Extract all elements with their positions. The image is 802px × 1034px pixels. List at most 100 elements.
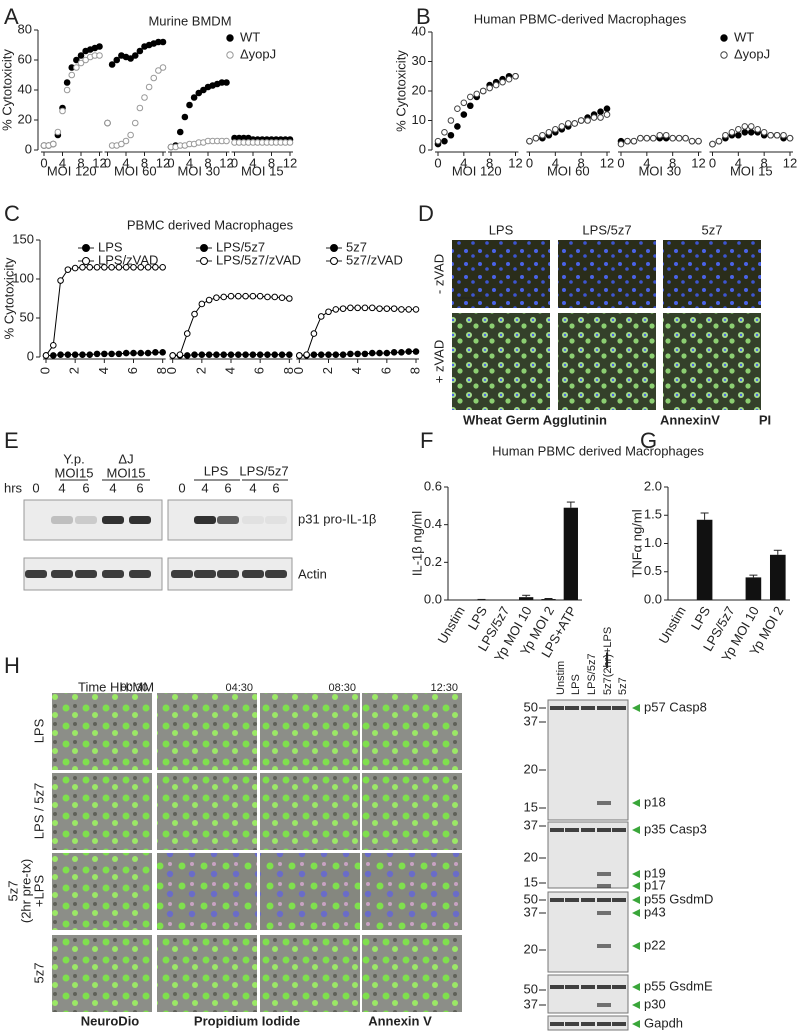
legend-label: LPS — [98, 239, 123, 254]
y-tick-label: 0.0 — [424, 591, 442, 606]
x-tick-label: 0 — [164, 367, 179, 374]
data-point — [77, 59, 85, 67]
micrograph — [157, 693, 257, 770]
x-tick-label: 0 — [434, 155, 441, 170]
data-point — [317, 351, 325, 358]
data-point — [454, 123, 461, 130]
legend-label: 5z7/zVAD — [346, 252, 403, 267]
data-point — [715, 137, 723, 145]
x-tick-label: 4 — [552, 155, 559, 170]
data-point — [571, 120, 579, 127]
stain-label: AnnexinV — [660, 412, 720, 427]
legend-label: ΔyopJ — [734, 46, 770, 61]
data-point — [603, 111, 611, 118]
band — [597, 828, 611, 832]
data-point — [499, 78, 506, 86]
mw-marker: 20 — [524, 941, 538, 956]
y-tick-label: 40 — [412, 23, 426, 38]
band — [242, 516, 264, 524]
band — [550, 706, 564, 710]
x-tick-label: 0 — [526, 155, 533, 170]
mw-marker: 50 — [524, 981, 538, 996]
data-point — [220, 351, 228, 358]
data-point — [176, 128, 184, 136]
lane-label: 5z7(2hr)+LPS — [602, 627, 614, 695]
x-tick-label: 8 — [268, 155, 275, 170]
x-tick-label: 2 — [67, 367, 82, 374]
band-label: p55 GsdmE — [644, 978, 713, 993]
x-tick-label: 2 — [193, 367, 208, 374]
data-point — [200, 86, 207, 94]
data-point — [82, 257, 90, 265]
x-tick-label: 12 — [92, 155, 106, 170]
x-tick-label: 12 — [691, 155, 705, 170]
x-tick-label: 0 — [167, 155, 174, 170]
micrograph — [452, 313, 550, 410]
band-arrow — [632, 882, 640, 890]
y-tick-label: 0 — [27, 348, 34, 363]
band — [51, 516, 73, 524]
band — [550, 1022, 564, 1026]
y-tick-label: 50 — [20, 309, 34, 324]
data-point — [223, 137, 230, 145]
x-tick-label: 4 — [249, 155, 256, 170]
data-point — [637, 134, 644, 142]
mw-marker: 15 — [524, 874, 538, 889]
x-tick-label: 4 — [222, 367, 237, 374]
x-tick-label: 8 — [486, 155, 493, 170]
data-point — [584, 117, 591, 124]
mw-marker: 50 — [524, 891, 538, 906]
data-point — [186, 101, 193, 109]
band — [581, 706, 595, 710]
blot — [547, 821, 629, 889]
band-arrow — [632, 909, 640, 917]
data-point — [486, 84, 493, 92]
data-point — [159, 349, 166, 356]
blot — [547, 891, 629, 973]
data-point — [213, 351, 220, 358]
data-point — [405, 348, 413, 355]
band-label: p31 pro-IL-1β — [298, 511, 376, 526]
time-label: 00:30 — [120, 682, 148, 694]
mw-marker: 37 — [524, 904, 538, 919]
x-tick-label: 8 — [669, 155, 676, 170]
data-point — [532, 134, 540, 142]
group-label: LPS — [204, 463, 229, 478]
band — [194, 570, 216, 578]
lane-label: Unstim — [555, 661, 567, 695]
x-tick-label: 0 — [231, 155, 238, 170]
data-point — [675, 134, 683, 142]
data-point — [77, 52, 85, 59]
x-tick-label: 12 — [508, 155, 522, 170]
data-point — [460, 99, 468, 107]
panel-letter: E — [4, 428, 19, 453]
x-tick-label: 12 — [219, 155, 233, 170]
lane-label: 0 — [178, 480, 185, 495]
band — [565, 706, 579, 710]
data-point — [145, 83, 153, 91]
band-label: p19 — [644, 865, 666, 880]
micrograph — [52, 935, 152, 1012]
data-point — [213, 294, 220, 302]
data-point — [354, 304, 361, 312]
data-point — [104, 119, 111, 127]
data-point — [383, 349, 391, 357]
micrograph — [663, 313, 761, 410]
legend-label: WT — [240, 29, 260, 44]
x-tick-label: 8 — [407, 367, 422, 374]
group-label: MOI15 — [106, 465, 145, 480]
band-label: p55 GsdmD — [644, 891, 713, 906]
data-point — [198, 351, 206, 358]
data-point — [136, 104, 144, 112]
band — [75, 570, 97, 578]
micrograph — [260, 773, 360, 850]
data-point — [539, 131, 546, 139]
data-point — [617, 140, 625, 148]
row-label: (2hr pre-tx) — [18, 859, 33, 923]
data-point — [136, 47, 144, 55]
data-point — [662, 131, 670, 139]
band-label: p17 — [644, 877, 666, 892]
micrograph — [663, 240, 761, 308]
data-point — [479, 87, 487, 95]
